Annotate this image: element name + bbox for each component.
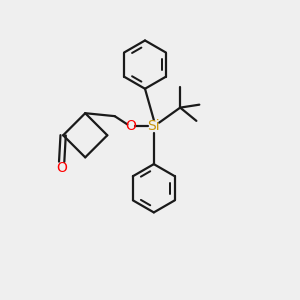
Text: O: O <box>125 119 136 134</box>
Text: O: O <box>56 161 67 175</box>
Text: Si: Si <box>148 119 160 134</box>
